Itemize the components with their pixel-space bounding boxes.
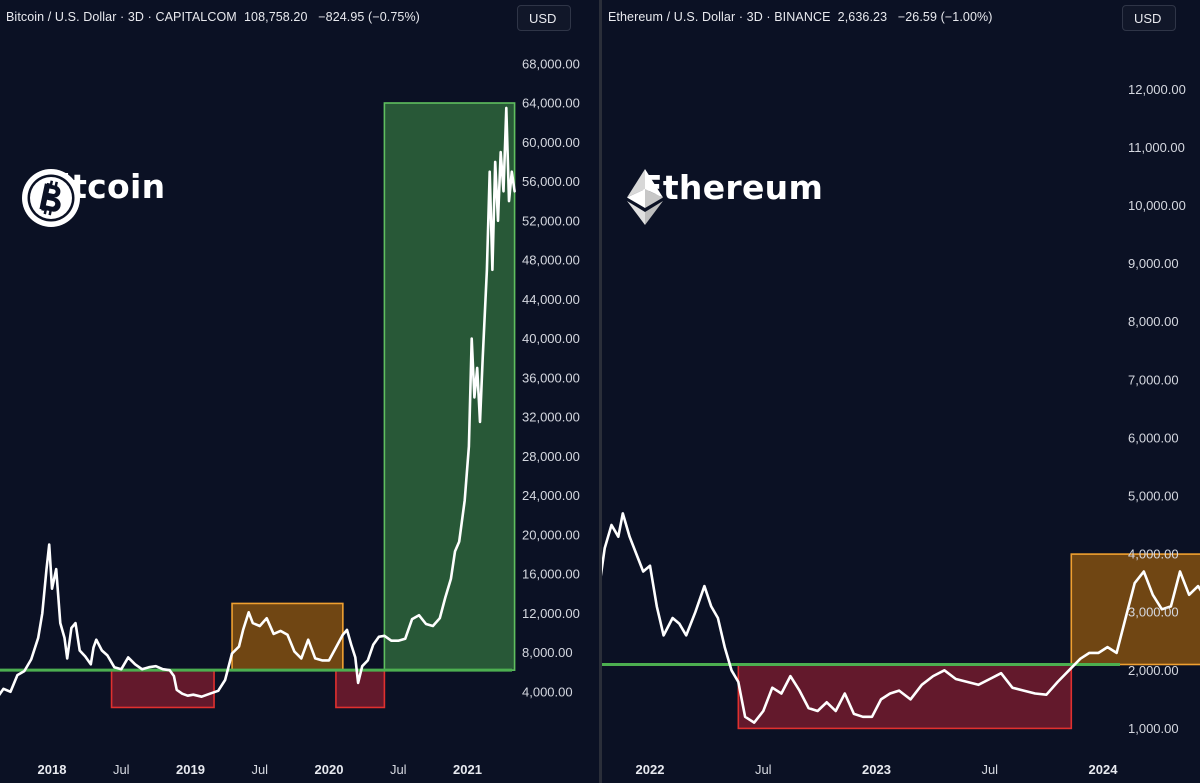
green-zone [383,102,516,671]
ethereum-chart-canvas[interactable]: 12,000.00 11,000.00 10,000.00 9,000.00 8,000… [602,0,1200,783]
last-price: 2,636.23 [837,10,888,24]
y-axis-tick-label: 4,000.00 [522,684,573,699]
ethereum-brand-name: Ethereum [640,168,824,207]
bitcoin-symbol-header: Bitcoin / U.S. Dollar · 3D · CAPITALCOM … [6,10,420,24]
y-axis-tick-label: 40,000.00 [522,331,580,346]
x-axis-tick-label: Jul [251,762,268,777]
price-line [602,512,1200,724]
red-zone [110,669,215,709]
y-axis-tick-label: 64,000.00 [522,96,580,111]
y-axis-tick-label: 3,000.00 [1128,605,1179,620]
y-axis-tick-label: 52,000.00 [522,213,580,228]
bitcoin-brand: Bitcoin [20,167,165,227]
bitcoin-chart-canvas[interactable]: 68,000.00 64,000.00 60,000.00 56,000.00 52,0… [0,0,599,783]
last-price: 108,758.20 [243,10,308,24]
y-axis-tick-label: 48,000.00 [522,253,580,268]
y-axis-tick-label: 60,000.00 [522,135,580,150]
x-axis-tick-label: 2019 [176,762,205,777]
panel-divider[interactable] [599,0,602,783]
x-axis-tick-label: 2018 [38,762,67,777]
symbol-info: Ethereum / U.S. Dollar · 3D · BINANCE [608,10,831,24]
ethereum-symbol-header: Ethereum / U.S. Dollar · 3D · BINANCE 2,… [608,10,992,24]
y-axis-tick-label: 32,000.00 [522,410,580,425]
y-axis-tick-label: 44,000.00 [522,292,580,307]
y-axis-tick-label: 8,000.00 [522,645,573,660]
x-axis-tick-label: Jul [113,762,130,777]
x-axis-tick-label: 2023 [862,762,891,777]
y-axis-tick-label: 56,000.00 [522,174,580,189]
x-axis-tick-label: 2020 [315,762,344,777]
y-axis-tick-label: 8,000.00 [1128,314,1179,329]
bitcoin-chart-panel[interactable]: 68,000.00 64,000.00 60,000.00 56,000.00 52,0… [0,0,599,783]
y-axis-tick-label: 12,000.00 [522,606,580,621]
x-axis-tick-label: 2022 [636,762,665,777]
price-change: −824.95 (−0.75%) [318,10,420,24]
price-change: −26.59 (−1.00%) [897,10,993,24]
y-axis-tick-label: 16,000.00 [522,567,580,582]
y-axis-tick-label: 20,000.00 [522,527,580,542]
y-axis-tick-label: 10,000.00 [1128,198,1186,213]
y-axis-tick-label: 4,000.00 [1128,547,1179,562]
ethereum-brand: Ethereum [626,168,824,225]
y-axis-tick-label: 28,000.00 [522,449,580,464]
currency-button[interactable]: USD [517,5,571,31]
x-axis-tick-label: Jul [390,762,407,777]
y-axis-tick-label: 6,000.00 [1128,430,1179,445]
x-axis-tick-label: Jul [981,762,998,777]
y-axis-tick-label: 7,000.00 [1128,372,1179,387]
y-axis-tick-label: 12,000.00 [1128,82,1186,97]
y-axis-tick-label: 9,000.00 [1128,256,1179,271]
y-axis-tick-label: 1,000.00 [1128,721,1179,736]
x-axis-tick-label: 2021 [453,762,482,777]
y-axis-tick-label: 5,000.00 [1128,489,1179,504]
ethereum-chart-panel[interactable]: 12,000.00 11,000.00 10,000.00 9,000.00 8,000… [602,0,1200,783]
x-axis-tick-label: 2024 [1089,762,1119,777]
y-axis-tick-label: 11,000.00 [1128,140,1185,155]
price-line [0,106,516,699]
symbol-info: Bitcoin / U.S. Dollar · 3D · CAPITALCOM [6,10,237,24]
y-axis-tick-label: 24,000.00 [522,488,580,503]
y-axis-tick-label: 68,000.00 [522,56,580,71]
x-axis-tick-label: Jul [755,762,772,777]
currency-button[interactable]: USD [1122,5,1176,31]
y-axis-tick-label: 36,000.00 [522,370,580,385]
y-axis-tick-label: 2,000.00 [1128,663,1179,678]
